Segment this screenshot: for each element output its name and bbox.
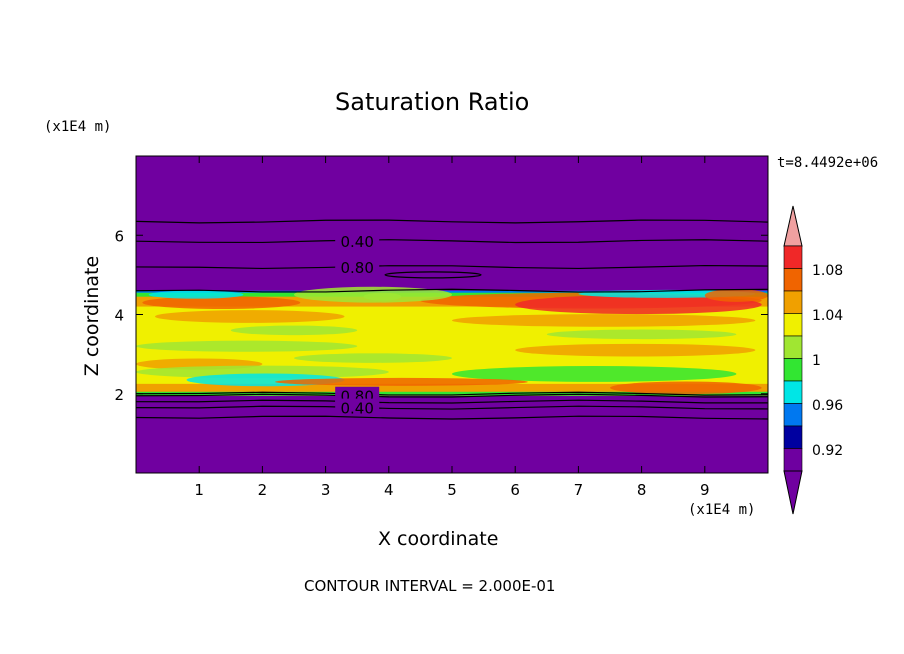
colorbar-box — [783, 290, 803, 314]
colorbar-box — [783, 425, 803, 449]
colorbar-label: 1.08 — [812, 263, 843, 279]
field-streak — [363, 292, 402, 301]
contour-label: 0.40 — [340, 400, 373, 418]
colorbar-box — [783, 358, 803, 382]
field-streak — [452, 366, 737, 382]
axes: 1 2 3 4 5 6 7 8 9 2 4 6 — [114, 155, 769, 499]
contour-line — [135, 415, 769, 420]
contour-line — [135, 239, 769, 244]
x-tick-label: 5 — [447, 481, 457, 499]
colorbar-box — [783, 313, 803, 337]
plot-area: 0.400.800.800.40 — [135, 156, 769, 473]
field-band — [136, 291, 768, 297]
field-streak — [230, 325, 358, 336]
colorbar: 1.08 1.04 1 0.96 0.92 — [783, 205, 843, 515]
time-label: t=8.4492e+06 — [777, 155, 879, 171]
contour-line — [135, 264, 769, 270]
field-streak — [294, 353, 452, 363]
x-axis-title: X coordinate — [378, 528, 499, 550]
colorbar-box — [783, 448, 803, 472]
contour-line — [135, 391, 769, 396]
contour-line — [135, 219, 769, 224]
x-tick-label: 3 — [321, 481, 331, 499]
colorbar-label: 0.96 — [812, 398, 843, 414]
field-streak — [136, 365, 389, 379]
field-streak — [136, 340, 358, 352]
field-streak — [452, 314, 756, 327]
contour-line — [135, 288, 769, 293]
contour-label-bg — [335, 232, 380, 249]
x-tick-label: 9 — [700, 481, 710, 499]
field-streak — [148, 290, 244, 299]
contour-line — [135, 405, 769, 410]
colorbar-label: 1.04 — [812, 308, 843, 324]
field-streak — [515, 343, 756, 357]
y-tick-label: 4 — [114, 307, 124, 325]
x-tick-label: 7 — [574, 481, 584, 499]
contour-line — [135, 399, 769, 404]
chart-title: Saturation Ratio — [335, 88, 530, 116]
contour-label-bg — [335, 398, 380, 415]
x-tick-label: 1 — [194, 481, 204, 499]
field-streak — [275, 377, 528, 386]
x-tick-label: 2 — [258, 481, 268, 499]
contour-label-bg — [335, 257, 380, 274]
colorbar-top-arrow — [783, 205, 803, 247]
y-tick-label: 2 — [114, 386, 124, 404]
field-band — [136, 389, 768, 396]
colorbar-label: 0.92 — [812, 443, 843, 459]
contour-label: 0.80 — [340, 259, 373, 277]
colorbar-box — [783, 245, 803, 269]
colorbar-box — [783, 380, 803, 404]
colorbar-box — [783, 335, 803, 359]
colorbar-bottom-arrow — [783, 470, 803, 515]
field-streak — [546, 329, 737, 340]
y-tick-label: 6 — [114, 227, 124, 245]
contour-interval-text: CONTOUR INTERVAL = 2.000E-01 — [304, 577, 556, 595]
colorbar-box — [783, 403, 803, 427]
contour-ellipse — [384, 271, 482, 279]
field-streak — [142, 296, 301, 309]
field-band — [136, 383, 768, 392]
x-tick-label: 6 — [510, 481, 520, 499]
y-axis-unit: (x1E4 m) — [44, 119, 112, 135]
field-streak — [515, 295, 762, 315]
contour-label: 0.40 — [340, 233, 373, 251]
field-streak — [610, 381, 762, 395]
field-streak — [154, 310, 345, 323]
contour-line — [135, 393, 769, 398]
x-axis-unit: (x1E4 m) — [688, 502, 756, 518]
colorbar-label: 1 — [812, 353, 821, 369]
colorbar-box — [783, 268, 803, 292]
x-tick-label: 4 — [384, 481, 394, 499]
field-streak — [704, 289, 769, 302]
x-tick-label: 8 — [637, 481, 647, 499]
field-band — [136, 290, 768, 293]
